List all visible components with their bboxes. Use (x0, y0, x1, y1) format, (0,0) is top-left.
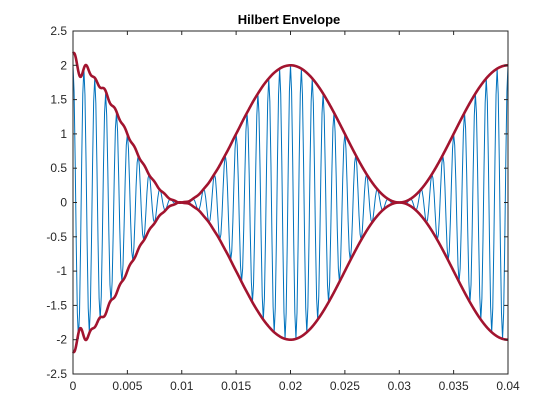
y-tick-label: 1 (60, 127, 67, 141)
x-tick-label: 0.035 (439, 379, 469, 393)
x-tick-label: 0 (70, 379, 77, 393)
y-tick-label: 0.5 (50, 161, 67, 175)
y-tick-label: -2.5 (46, 367, 67, 381)
x-tick-label: 0.025 (330, 379, 360, 393)
lower-envelope-line (71, 200, 510, 354)
x-tick-label: 0.015 (221, 379, 251, 393)
x-tick-label: 0.04 (496, 379, 520, 393)
x-tick-label: 0.005 (112, 379, 142, 393)
y-tick-label: -0.5 (46, 230, 67, 244)
y-tick-label: 0 (60, 196, 67, 210)
upper-envelope-line (71, 51, 510, 205)
y-tick-label: -2 (56, 333, 67, 347)
plot-area (71, 30, 510, 375)
y-axis: 2.5 2 1.5 1 0.5 0 -0.5 -1 -1.5 -2 -2.5 (46, 24, 508, 381)
x-tick-label: 0.01 (170, 379, 194, 393)
x-tick-label: 0.02 (279, 379, 303, 393)
chart-title: Hilbert Envelope (238, 12, 341, 27)
y-tick-label: -1 (56, 264, 67, 278)
y-tick-label: -1.5 (46, 298, 67, 312)
plot-background (73, 31, 508, 374)
y-tick-label: 2.5 (50, 24, 67, 38)
x-tick-label: 0.03 (388, 379, 412, 393)
y-tick-label: 1.5 (50, 93, 67, 107)
y-tick-label: 2 (60, 58, 67, 72)
x-axis: 0 0.005 0.01 0.015 0.02 0.025 0.03 0.035 0.04 (70, 31, 520, 393)
